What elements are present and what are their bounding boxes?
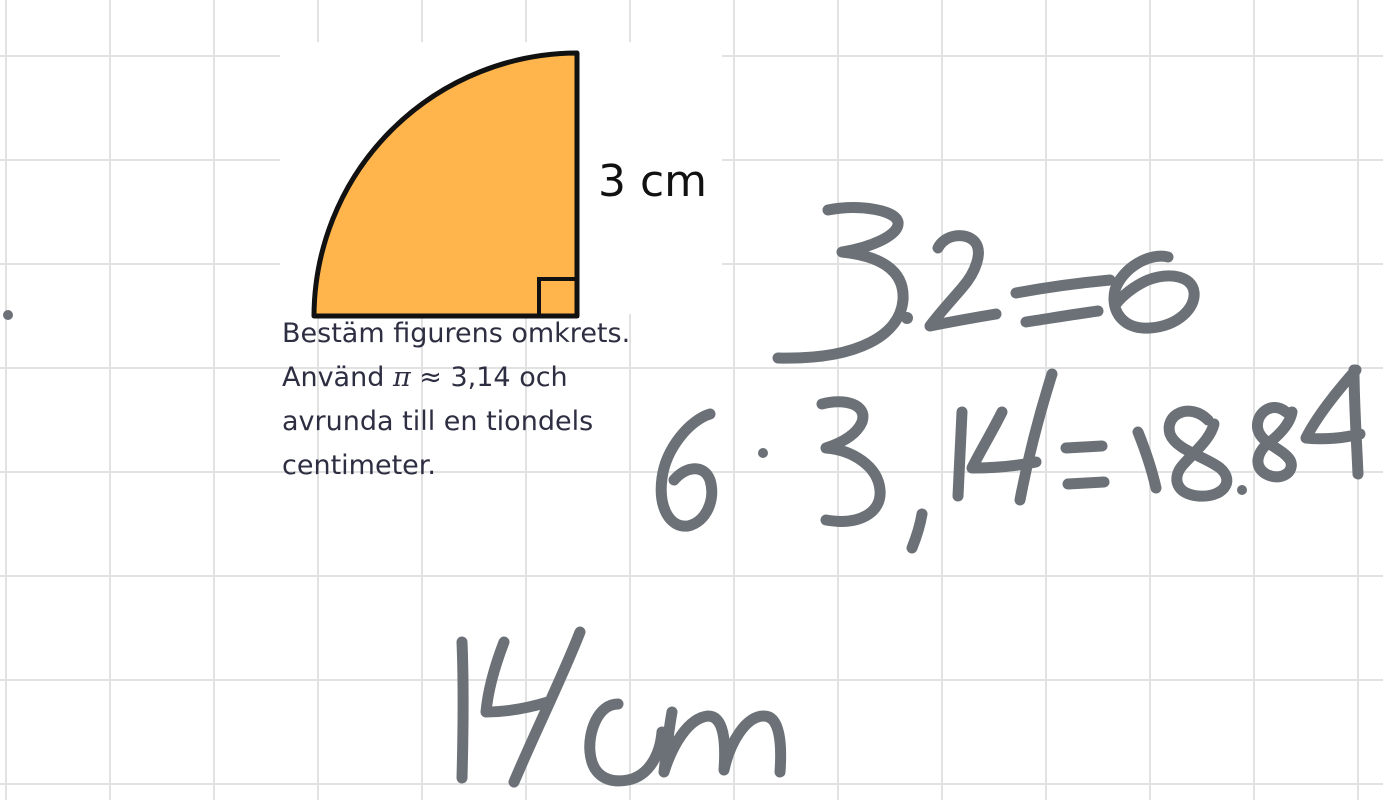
dimension-label: 3 cm [598, 156, 708, 207]
ink-digit-3 [816, 396, 886, 527]
task-line-2-suffix: ≈ 3,14 och [410, 362, 568, 393]
ink-letter-m [658, 706, 787, 778]
handwritten-line-3 [456, 626, 787, 788]
quarter-circle-shape [311, 50, 580, 319]
task-line-4: centimeter. [282, 450, 436, 481]
handwritten-line-1 [772, 202, 1200, 364]
right-angle-marker [537, 277, 579, 318]
task-line-2-prefix: Använd [282, 362, 393, 393]
ink-comma [906, 508, 928, 554]
task-instructions: Bestäm figurens omkrets. Använd π ≈ 3,14… [282, 312, 642, 488]
ink-multiply-dot [758, 448, 768, 458]
ink-equals [1060, 440, 1110, 490]
ink-digit-1 [456, 636, 469, 784]
ink-digit-1 [1132, 426, 1162, 494]
ink-digit-4 [966, 368, 1058, 506]
task-line-3: avrunda till en tiondels [282, 406, 594, 437]
ink-letter-c [584, 698, 668, 787]
ink-decimal-point [1237, 485, 1247, 495]
ink-digit-1 [952, 406, 968, 502]
ink-digit-3 [772, 202, 909, 364]
ink-digit-2 [924, 230, 1002, 332]
task-line-1: Bestäm figurens omkrets. [282, 318, 631, 349]
ink-digit-4 [480, 626, 586, 788]
ink-digit-8 [1163, 405, 1233, 502]
ink-equals [1010, 274, 1116, 328]
handwritten-line-2 [655, 364, 1366, 554]
ink-multiply-dot [901, 312, 913, 324]
ink-digit-6 [655, 408, 718, 532]
quarter-circle-figure [311, 50, 580, 319]
ink-digit-4 [1300, 364, 1366, 480]
task-line-2: Använd π ≈ 3,14 och [282, 356, 642, 400]
pi-symbol: π [392, 362, 411, 393]
ink-digit-8 [1252, 402, 1298, 483]
ink-digit-6 [1108, 250, 1200, 334]
stray-ink-dot [3, 310, 13, 320]
